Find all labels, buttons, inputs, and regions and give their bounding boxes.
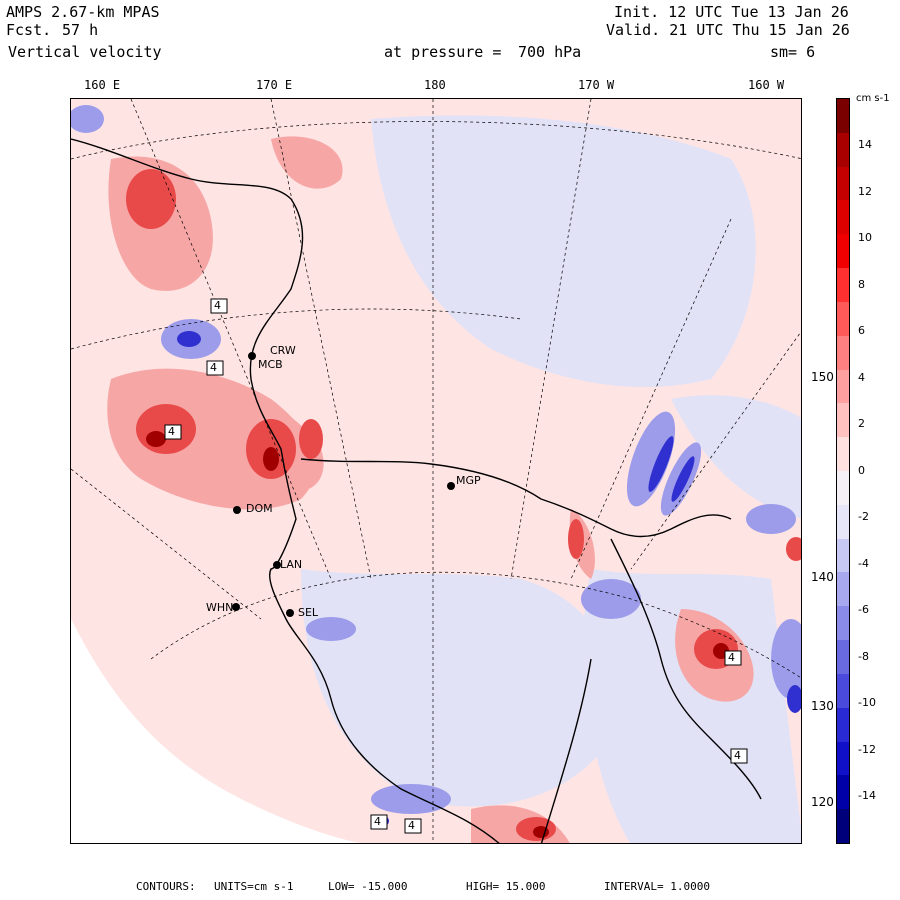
smoothing-label: sm= 6 bbox=[770, 43, 816, 61]
colorbar-tick-label: -2 bbox=[858, 510, 869, 523]
station-crw: CRW bbox=[270, 344, 296, 357]
colorbar-tick-label: -14 bbox=[858, 789, 876, 802]
graticule bbox=[71, 99, 801, 843]
marker-label: 4 bbox=[408, 819, 415, 832]
lon-label-160w: 160 W bbox=[748, 78, 785, 92]
marker-label: 4 bbox=[168, 425, 175, 438]
colorbar-tick-label: 2 bbox=[858, 417, 865, 430]
colorbar-tick-label: -10 bbox=[858, 696, 876, 709]
grid-markers bbox=[164, 298, 748, 834]
vertical-velocity-map bbox=[71, 99, 801, 843]
station-dots bbox=[232, 352, 455, 617]
colorbar-segment bbox=[837, 606, 849, 641]
colorbar-segment bbox=[837, 132, 849, 168]
colorbar-segment bbox=[837, 200, 849, 235]
colorbar-segment bbox=[837, 403, 849, 438]
forecast-label: Fcst. bbox=[6, 21, 52, 39]
colorbar-tick-label: -8 bbox=[858, 649, 869, 663]
colorbar-segment bbox=[837, 538, 849, 573]
colorbar-segment bbox=[837, 572, 849, 607]
station-whn: WHN bbox=[206, 601, 234, 614]
colorbar-tick-label: 14 bbox=[858, 138, 872, 151]
marker-label: 4 bbox=[214, 299, 221, 312]
valid-time: Valid. 21 UTC Thu 15 Jan 26 bbox=[606, 21, 850, 39]
colorbar-tick-label: -12 bbox=[858, 742, 876, 756]
colorbar-segment bbox=[837, 707, 849, 743]
colorbar-segment bbox=[837, 471, 849, 506]
peak-ascent bbox=[146, 431, 729, 838]
colorbar-segment bbox=[837, 166, 849, 201]
colorbar-segment bbox=[837, 775, 849, 810]
colorbar-segment bbox=[837, 673, 849, 709]
footer-high: HIGH= 15.000 bbox=[466, 880, 546, 893]
weak-subsidence-areas bbox=[301, 115, 801, 843]
map-panel bbox=[70, 98, 802, 844]
colorbar-segment bbox=[837, 335, 849, 371]
colorbar-segment bbox=[837, 809, 849, 844]
lon-label-180: 180 bbox=[424, 78, 446, 92]
colorbar-tick-label: 8 bbox=[858, 277, 865, 291]
colorbar-tick-label: 10 bbox=[858, 231, 872, 244]
lon-label-170w: 170 W bbox=[578, 78, 615, 92]
colorbar-segment bbox=[837, 504, 849, 540]
colorbar-segment bbox=[837, 268, 849, 303]
colorbar-tick-label: 0 bbox=[858, 463, 865, 477]
footer-low: LOW= -15.000 bbox=[328, 880, 408, 893]
pressure-value: 700 hPa bbox=[518, 43, 582, 61]
coastline bbox=[71, 138, 762, 843]
colorbar-units: cm s-1 bbox=[856, 93, 890, 104]
station-lan: LAN bbox=[280, 558, 303, 571]
colorbar-segment bbox=[837, 234, 849, 269]
ascent-areas bbox=[107, 136, 754, 843]
subsidence-patches bbox=[71, 105, 801, 814]
colorbar-tick-label: 12 bbox=[858, 184, 872, 198]
marker-label: 4 bbox=[374, 815, 381, 828]
init-time: Init. 12 UTC Tue 13 Jan 26 bbox=[614, 3, 849, 21]
colorbar-segment bbox=[837, 369, 849, 404]
model-title: AMPS 2.67-km MPAS bbox=[6, 3, 160, 21]
colorbar bbox=[836, 98, 850, 844]
marker-label: 4 bbox=[734, 749, 741, 762]
field-title: Vertical velocity bbox=[8, 43, 162, 61]
colorbar-tick-label: 4 bbox=[858, 370, 865, 384]
station-dom: DOM bbox=[246, 502, 273, 515]
colorbar-segment bbox=[837, 301, 849, 337]
station-sel: SEL bbox=[298, 606, 319, 619]
pressure-label: at pressure = bbox=[384, 43, 502, 61]
colorbar-segment bbox=[837, 640, 849, 675]
marker-label: 4 bbox=[728, 651, 735, 664]
station-mgp: MGP bbox=[456, 474, 481, 487]
lon-label-160e: 160 E bbox=[84, 78, 121, 92]
footer-contours-label: CONTOURS: bbox=[136, 880, 196, 893]
colorbar-tick-label: 6 bbox=[858, 324, 865, 337]
colorbar-tick-label: -4 bbox=[858, 556, 869, 570]
station-mcb: MCB bbox=[258, 358, 283, 371]
colorbar-segment bbox=[837, 99, 849, 134]
lon-label-170e: 170 E bbox=[256, 78, 293, 92]
marker-label: 4 bbox=[210, 361, 217, 374]
colorbar-segment bbox=[837, 437, 849, 472]
footer-units: UNITS=cm s-1 bbox=[214, 880, 294, 893]
footer-interval: INTERVAL= 1.0000 bbox=[604, 880, 710, 893]
forecast-hour: 57 h bbox=[62, 21, 99, 39]
colorbar-segment bbox=[837, 741, 849, 776]
colorbar-tick-label: -6 bbox=[858, 603, 869, 616]
